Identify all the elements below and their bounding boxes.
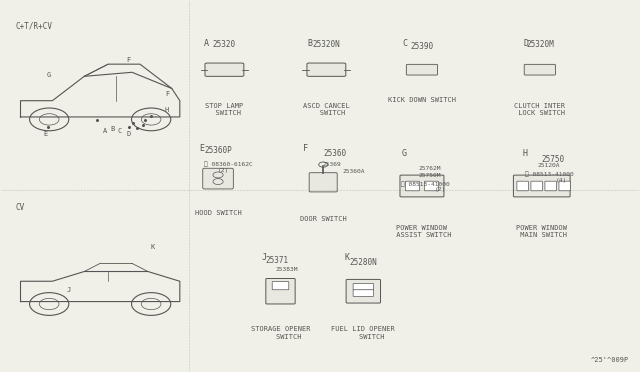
FancyBboxPatch shape (559, 181, 570, 191)
Text: D: D (524, 39, 529, 48)
Text: 25383M: 25383M (275, 267, 298, 272)
Text: Ⓜ 08360-6162C: Ⓜ 08360-6162C (204, 161, 253, 167)
Text: POWER WINDOW
 MAIN SWITCH: POWER WINDOW MAIN SWITCH (516, 225, 567, 238)
Text: F: F (165, 91, 169, 97)
FancyBboxPatch shape (524, 64, 556, 75)
Text: 25320N: 25320N (312, 41, 340, 49)
FancyBboxPatch shape (424, 181, 438, 191)
Text: C: C (117, 128, 122, 134)
Text: 25320: 25320 (213, 41, 236, 49)
FancyBboxPatch shape (272, 282, 289, 290)
Text: A: A (204, 39, 209, 48)
Text: D: D (127, 131, 131, 137)
Text: Ⓜ 08513-41000: Ⓜ 08513-41000 (525, 171, 574, 177)
Text: DOOR SWITCH: DOOR SWITCH (300, 215, 347, 222)
Text: E: E (199, 144, 204, 153)
FancyBboxPatch shape (406, 64, 438, 75)
Text: K: K (344, 253, 349, 262)
Text: H: H (523, 149, 527, 158)
Text: J: J (261, 253, 266, 262)
Text: 25280N: 25280N (349, 258, 377, 267)
Text: A: A (103, 128, 108, 134)
Text: 25360A: 25360A (342, 170, 365, 174)
FancyBboxPatch shape (517, 181, 529, 191)
FancyBboxPatch shape (353, 290, 374, 296)
Text: K: K (151, 244, 155, 250)
FancyBboxPatch shape (513, 175, 570, 197)
Text: 25360: 25360 (323, 149, 346, 158)
Text: POWER WINDOW
 ASSIST SWITCH: POWER WINDOW ASSIST SWITCH (392, 225, 452, 238)
Text: B: B (307, 39, 312, 48)
Text: G: G (47, 72, 51, 78)
Text: F: F (303, 144, 308, 153)
Text: F: F (127, 57, 131, 64)
Text: 25750: 25750 (541, 155, 564, 164)
FancyBboxPatch shape (307, 63, 346, 76)
FancyBboxPatch shape (531, 181, 542, 191)
Text: Ⓜ 08513-41000: Ⓜ 08513-41000 (401, 182, 450, 187)
Text: CLUTCH INTER
 LOCK SWITCH: CLUTCH INTER LOCK SWITCH (515, 103, 565, 116)
Text: FUEL LID OPENER
    SWITCH: FUEL LID OPENER SWITCH (332, 326, 396, 340)
Text: 25369: 25369 (323, 162, 341, 167)
FancyBboxPatch shape (266, 279, 295, 304)
FancyBboxPatch shape (203, 168, 234, 189)
Text: C+T/R+CV: C+T/R+CV (15, 22, 52, 31)
FancyBboxPatch shape (400, 175, 444, 197)
FancyBboxPatch shape (309, 173, 337, 192)
Text: ^25'^009P: ^25'^009P (591, 357, 629, 363)
FancyBboxPatch shape (545, 181, 556, 191)
Text: C: C (403, 39, 408, 48)
FancyBboxPatch shape (205, 63, 244, 76)
Text: STOP LAMP
  SWITCH: STOP LAMP SWITCH (205, 103, 244, 116)
FancyBboxPatch shape (405, 181, 419, 191)
Text: STORAGE OPENER
    SWITCH: STORAGE OPENER SWITCH (251, 326, 310, 340)
Text: G: G (401, 149, 406, 158)
Text: 25120A: 25120A (538, 163, 561, 168)
Text: (2): (2) (218, 168, 229, 173)
Text: J: J (66, 287, 70, 293)
FancyBboxPatch shape (353, 283, 374, 290)
Text: B: B (111, 126, 115, 132)
Text: HOOD SWITCH: HOOD SWITCH (195, 210, 241, 216)
Text: H: H (165, 107, 169, 113)
FancyBboxPatch shape (346, 279, 381, 303)
Text: 25360P: 25360P (204, 145, 232, 155)
Text: 25371: 25371 (266, 256, 289, 265)
Text: ASCD CANCEL
   SWITCH: ASCD CANCEL SWITCH (303, 103, 349, 116)
Text: (4): (4) (556, 178, 567, 183)
Text: 25750M: 25750M (419, 173, 441, 178)
Text: 25390: 25390 (410, 42, 433, 51)
Text: 25320M: 25320M (526, 41, 554, 49)
Text: E: E (44, 131, 48, 137)
Text: CV: CV (15, 203, 25, 212)
Text: KICK DOWN SWITCH: KICK DOWN SWITCH (388, 97, 456, 103)
Text: 25762M: 25762M (419, 166, 441, 171)
Text: (2): (2) (435, 187, 446, 192)
